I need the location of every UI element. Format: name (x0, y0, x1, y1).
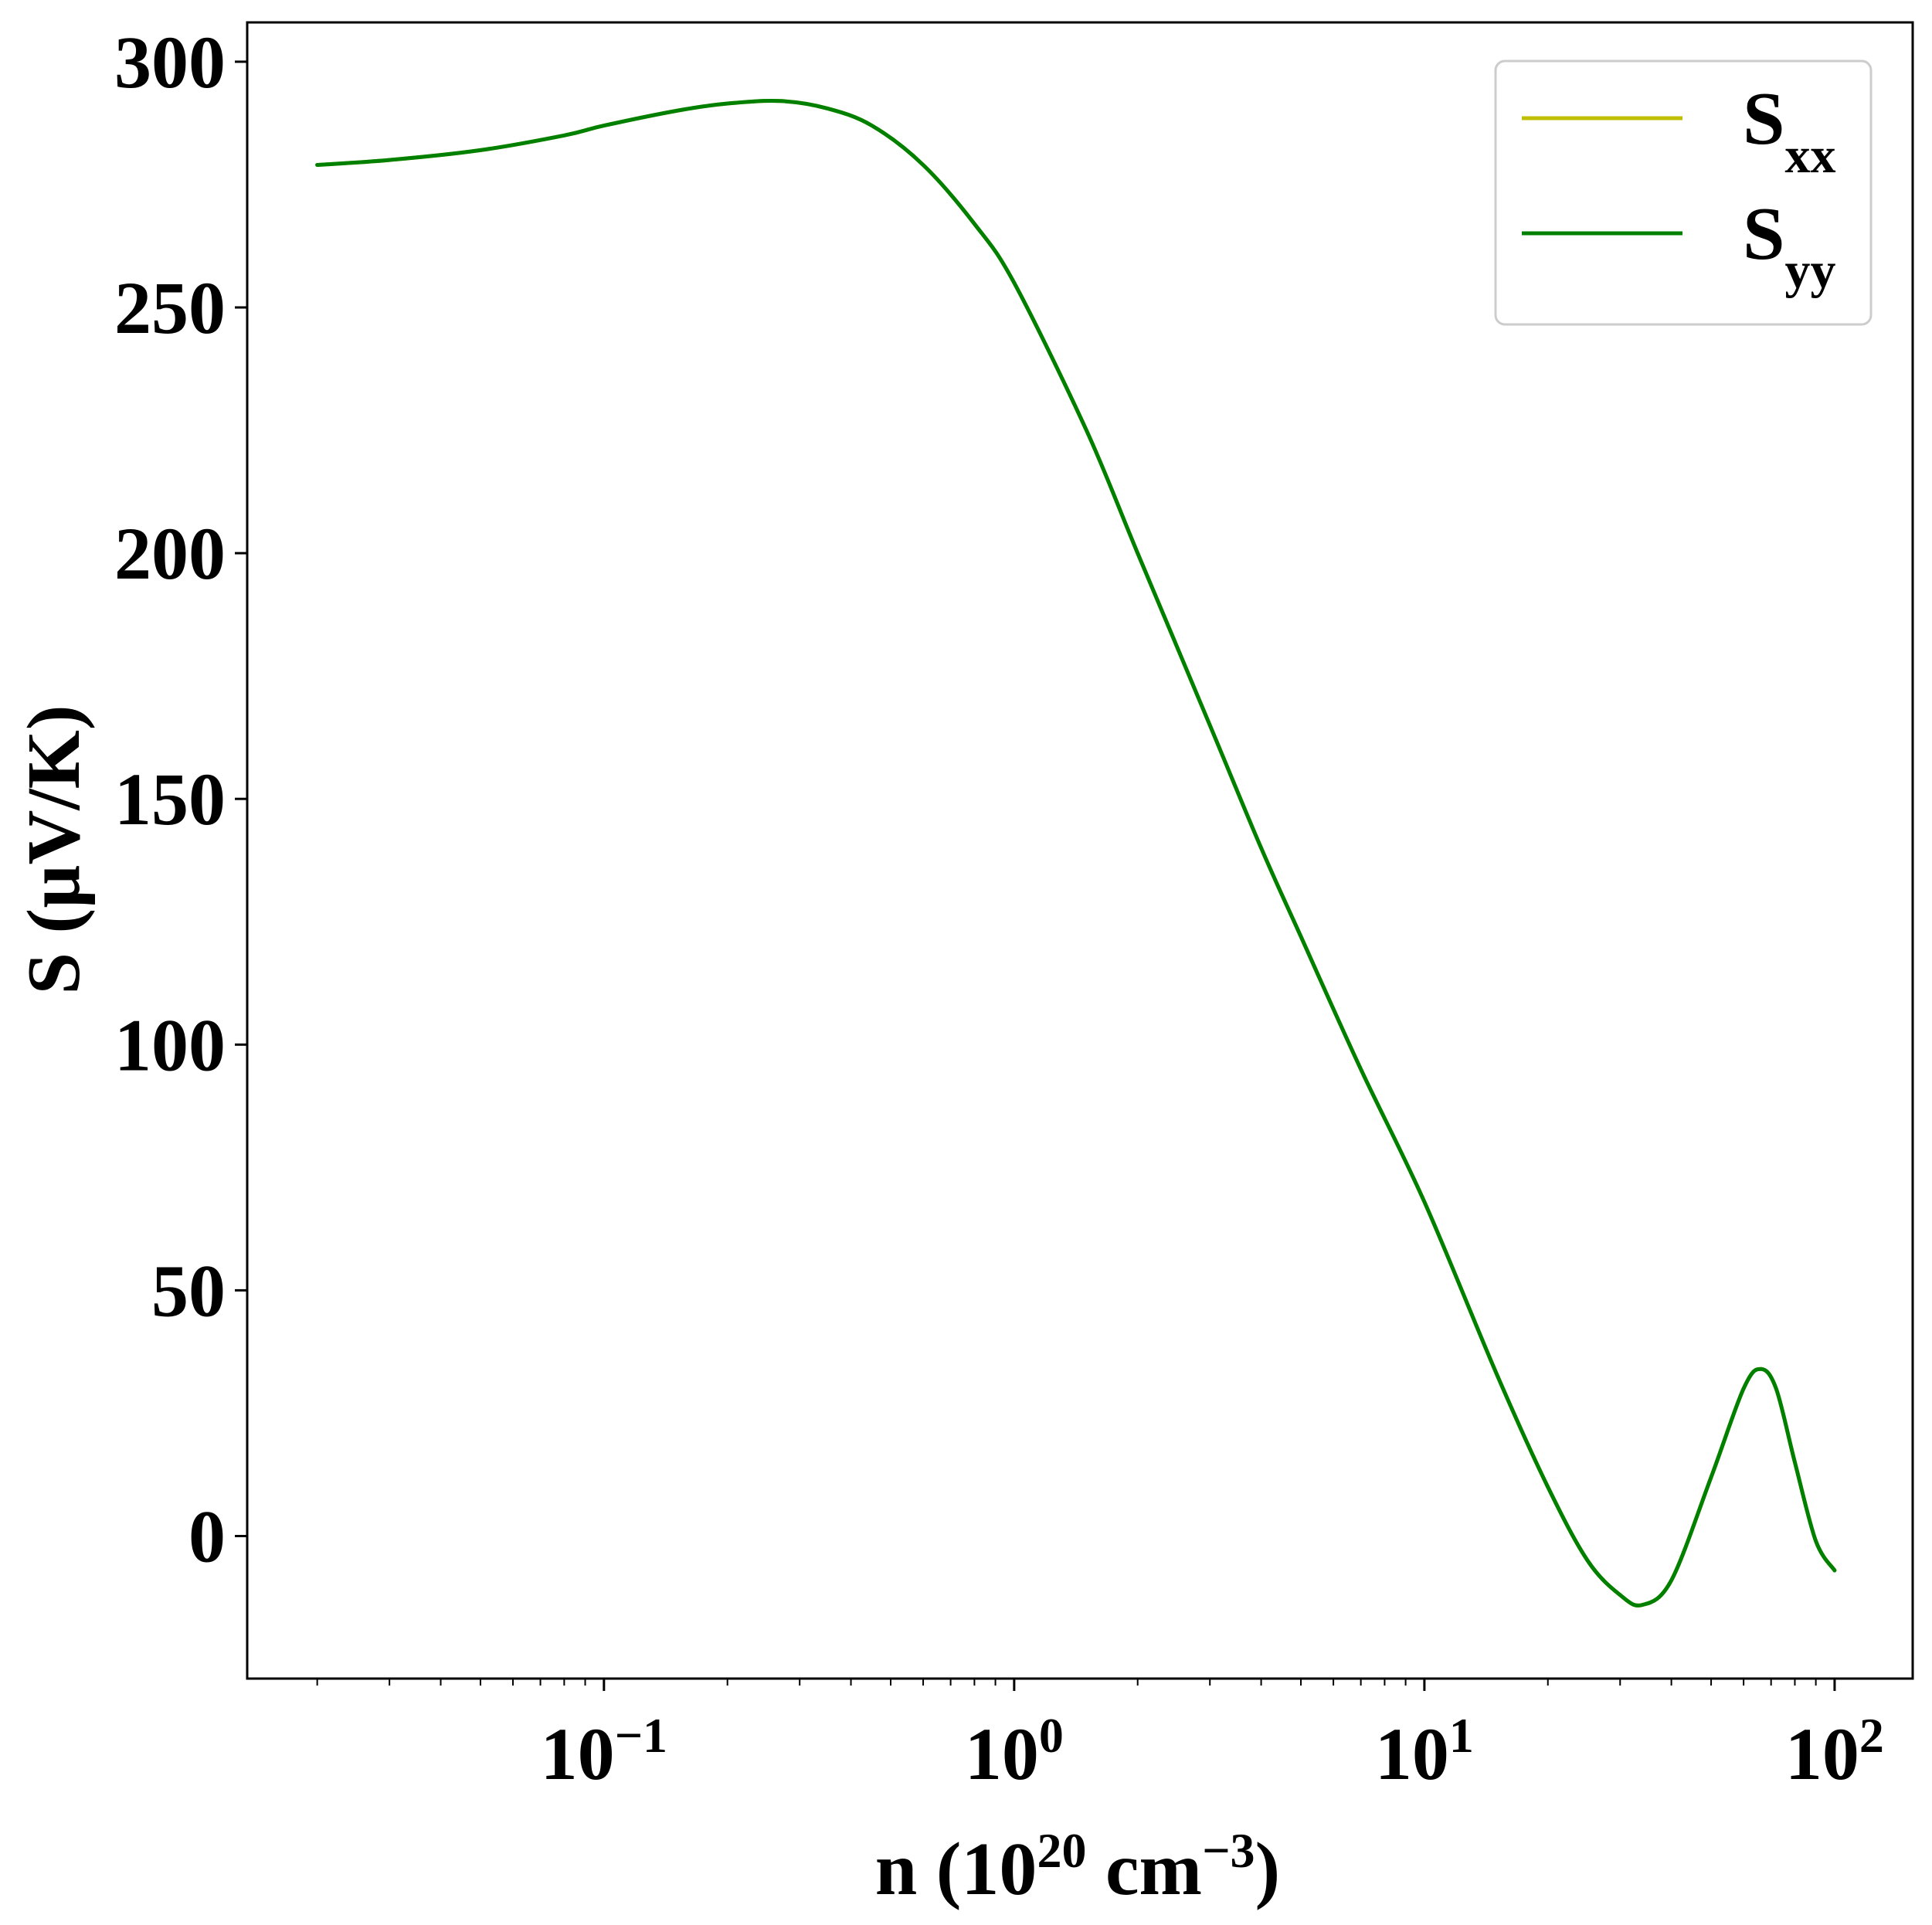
x-tick-label-base: 10 (965, 1713, 1039, 1795)
y-tick-label: 100 (114, 1003, 226, 1086)
y-tick-label: 200 (114, 512, 226, 595)
x-tick-label-exponent: 1 (1449, 1708, 1474, 1763)
legend-label-syy-name: S (1743, 192, 1785, 276)
y-tick-label: 250 (114, 267, 226, 349)
legend-label-syy: Syy (1743, 192, 1836, 299)
x-tick-label-base: 10 (541, 1713, 615, 1795)
x-tick-label-base: 10 (1785, 1713, 1859, 1795)
series-layer (315, 99, 1837, 1608)
x-tick-label: 101 (1375, 1708, 1474, 1796)
x-axis-label-exp1: 20 (1037, 1823, 1086, 1878)
plot-frame (246, 21, 1914, 1680)
x-tick-label: 10−1 (541, 1708, 667, 1796)
x-axis-label-end: ) (1255, 1828, 1281, 1911)
x-tick-label-base: 10 (1375, 1713, 1449, 1795)
y-axis-label: S (µV/K) (12, 705, 96, 995)
legend: Sxx Syy (1494, 59, 1873, 326)
x-tick-label-exponent: −1 (615, 1708, 667, 1763)
y-tick-label: 150 (114, 758, 226, 840)
x-axis-label-exp2: −3 (1202, 1823, 1255, 1878)
x-axis-label-base: n (10 (875, 1828, 1037, 1911)
x-tick-label-exponent: 2 (1859, 1708, 1884, 1763)
legend-label-syy-subscript: yy (1785, 243, 1836, 299)
y-ticks: 0 50 100 150 200 250 300 (114, 21, 247, 1578)
x-tick-label-exponent: 0 (1039, 1708, 1064, 1763)
x-ticks: 10−1 100 101 102 (541, 1679, 1884, 1795)
legend-label-sxx-subscript: xx (1785, 127, 1836, 184)
y-tick-label: 0 (188, 1496, 226, 1578)
x-tick-label: 100 (965, 1708, 1064, 1796)
legend-frame (1494, 59, 1873, 326)
series-line-syy (315, 99, 1837, 1608)
legend-label-sxx-name: S (1743, 77, 1785, 161)
legend-label-sxx: Sxx (1743, 77, 1836, 184)
x-axis-label: n (1020 cm−3) (875, 1823, 1280, 1912)
x-tick-label: 102 (1785, 1708, 1884, 1796)
y-tick-label: 300 (114, 21, 226, 104)
y-tick-label: 50 (151, 1249, 226, 1332)
x-axis-label-mid: cm (1086, 1828, 1202, 1911)
